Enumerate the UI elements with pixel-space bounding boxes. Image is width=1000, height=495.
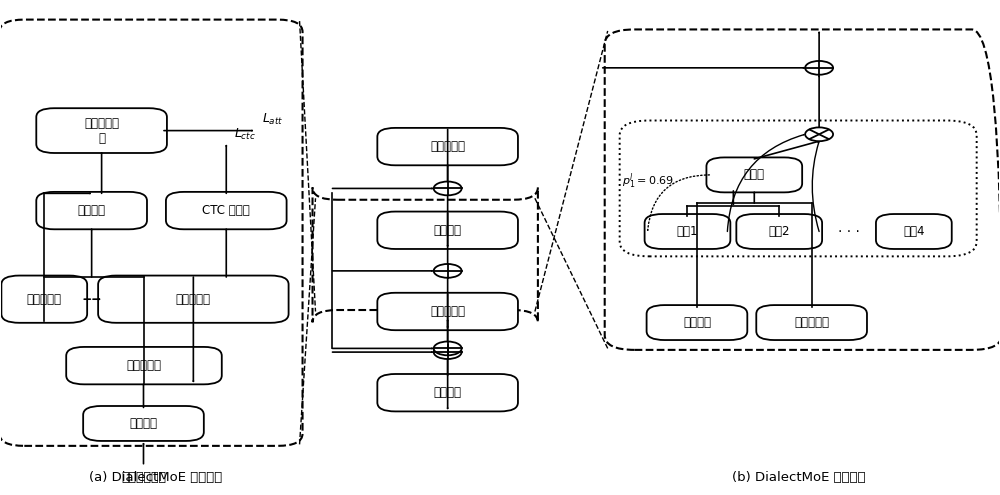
- FancyBboxPatch shape: [83, 406, 204, 441]
- Circle shape: [434, 264, 462, 278]
- Text: 注意力模块: 注意力模块: [430, 305, 465, 318]
- Text: (b) DialectMoE 编码器块: (b) DialectMoE 编码器块: [732, 471, 866, 484]
- Text: $L_{ctc}$: $L_{ctc}$: [234, 127, 256, 142]
- Text: $p_1^l=0.69$: $p_1^l=0.69$: [622, 171, 674, 191]
- FancyBboxPatch shape: [377, 293, 518, 330]
- Text: 卷积下采样: 卷积下采样: [126, 359, 161, 372]
- FancyBboxPatch shape: [645, 214, 730, 249]
- Circle shape: [434, 342, 462, 355]
- Text: (a) DialectMoE 模型架构: (a) DialectMoE 模型架构: [89, 471, 223, 484]
- Text: 混合专家层: 混合专家层: [430, 140, 465, 153]
- Text: 专家2: 专家2: [768, 225, 790, 238]
- Text: $L_{att}$: $L_{att}$: [262, 111, 283, 127]
- Text: 前馈网络: 前馈网络: [434, 386, 462, 399]
- FancyBboxPatch shape: [1, 276, 87, 323]
- Text: · · ·: · · ·: [838, 225, 860, 239]
- Text: 非专家层: 非专家层: [683, 316, 711, 329]
- Text: 声学融合: 声学融合: [78, 204, 106, 217]
- Text: 卷积模块: 卷积模块: [434, 224, 462, 237]
- Text: 音频输入序列: 音频输入序列: [121, 471, 166, 485]
- Text: 方言编码器: 方言编码器: [27, 293, 62, 306]
- FancyBboxPatch shape: [98, 276, 289, 323]
- FancyBboxPatch shape: [377, 128, 518, 165]
- Text: 方言编码器: 方言编码器: [794, 316, 829, 329]
- FancyBboxPatch shape: [756, 305, 867, 340]
- Text: 注意力解码
器: 注意力解码 器: [84, 117, 119, 145]
- FancyBboxPatch shape: [876, 214, 952, 249]
- FancyBboxPatch shape: [706, 157, 802, 193]
- FancyBboxPatch shape: [377, 374, 518, 411]
- Circle shape: [434, 182, 462, 196]
- FancyBboxPatch shape: [647, 305, 747, 340]
- FancyBboxPatch shape: [36, 108, 167, 153]
- FancyBboxPatch shape: [736, 214, 822, 249]
- Circle shape: [805, 61, 833, 75]
- Text: 专家4: 专家4: [903, 225, 925, 238]
- FancyBboxPatch shape: [166, 192, 287, 229]
- Text: 通用编码器: 通用编码器: [176, 293, 211, 306]
- Circle shape: [434, 345, 462, 359]
- Text: CTC 解码器: CTC 解码器: [202, 204, 250, 217]
- Text: 专家1: 专家1: [677, 225, 698, 238]
- FancyBboxPatch shape: [66, 347, 222, 384]
- FancyBboxPatch shape: [377, 211, 518, 249]
- Text: 前端处理: 前端处理: [129, 417, 157, 430]
- FancyBboxPatch shape: [36, 192, 147, 229]
- Text: 路由层: 路由层: [744, 168, 765, 181]
- Circle shape: [805, 127, 833, 141]
